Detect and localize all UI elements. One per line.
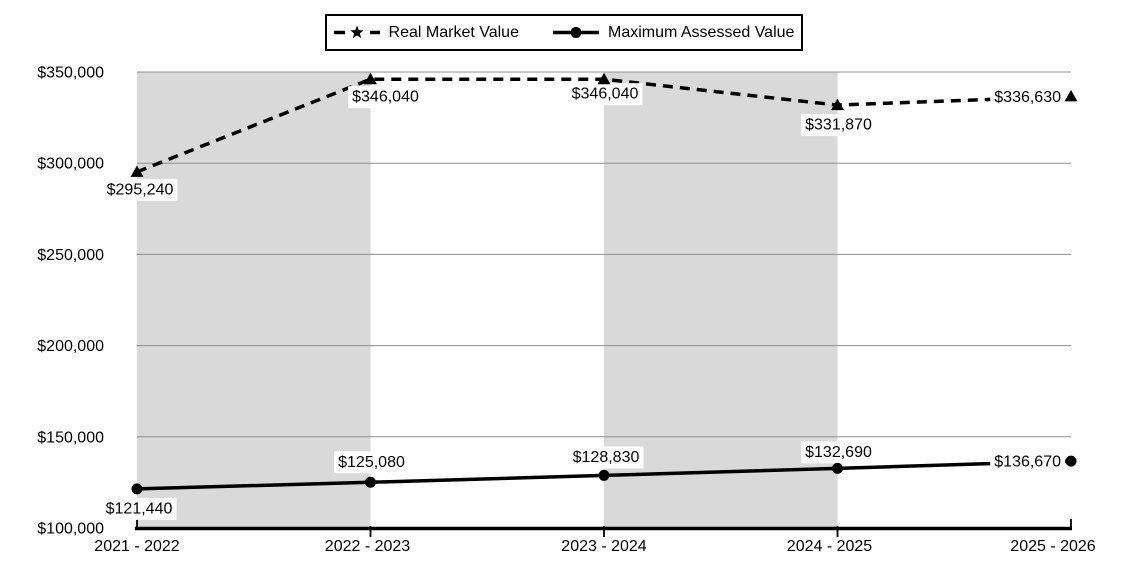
x-axis-category-label: 2021 - 2022 [94,538,180,555]
data-label-background [101,497,177,520]
circle-marker [365,476,376,488]
chart-legend: Real Market Value Maximum Assessed Value [325,14,803,51]
data-label: $136,670 [994,454,1061,471]
data-label-background [568,446,644,469]
y-axis-tick-label: $200,000 [37,338,104,355]
legend-label-maximum-assessed-value: Maximum Assessed Value [607,23,795,41]
y-axis-tick-label: $350,000 [37,65,104,82]
data-label-background [334,451,409,474]
y-axis-tick-label: $100,000 [37,521,104,538]
data-label: $121,440 [106,500,173,517]
data-label-background [990,451,1066,474]
triangle-marker [130,165,144,177]
y-axis-tick-label: $150,000 [37,429,104,446]
triangle-marker [597,72,611,85]
data-label-background [348,86,423,109]
x-axis-category-label: 2022 - 2023 [325,538,411,555]
y-axis-tick-label: $300,000 [37,156,104,173]
data-label: $132,690 [805,444,872,461]
data-label-background [102,178,178,201]
circle-marker [131,483,143,495]
shaded-band [137,72,371,528]
triangle-marker [1064,89,1078,102]
triangle-marker [364,72,377,85]
data-label: $336,630 [994,89,1061,106]
y-axis-tick-label: $250,000 [37,247,104,264]
data-label: $125,080 [338,454,405,471]
circle-marker [832,462,843,474]
data-label: $295,240 [107,181,174,198]
data-label: $128,830 [573,449,640,466]
data-label-background [990,86,1066,109]
legend-label-real-market-value: Real Market Value [388,23,519,41]
x-axis-category-label: 2023 - 2024 [561,538,647,555]
legend-item-real-market-value: Real Market Value [333,23,519,42]
circle-marker [1065,455,1077,467]
x-axis-category-label: 2025 - 2026 [1010,538,1096,555]
data-label: $346,040 [572,86,639,103]
data-label-background [567,83,643,106]
data-label-background [801,441,876,464]
solid-line-circle-marker-icon [552,27,599,38]
triangle-marker [831,98,844,111]
x-axis-category-label: 2024 - 2025 [787,538,873,555]
data-label: $331,870 [805,117,872,134]
data-label-background [801,114,876,137]
dashed-line-star-marker-icon [333,25,380,39]
data-label: $346,040 [352,89,419,106]
legend-item-maximum-assessed-value: Maximum Assessed Value [552,23,795,42]
circle-marker [598,469,610,481]
